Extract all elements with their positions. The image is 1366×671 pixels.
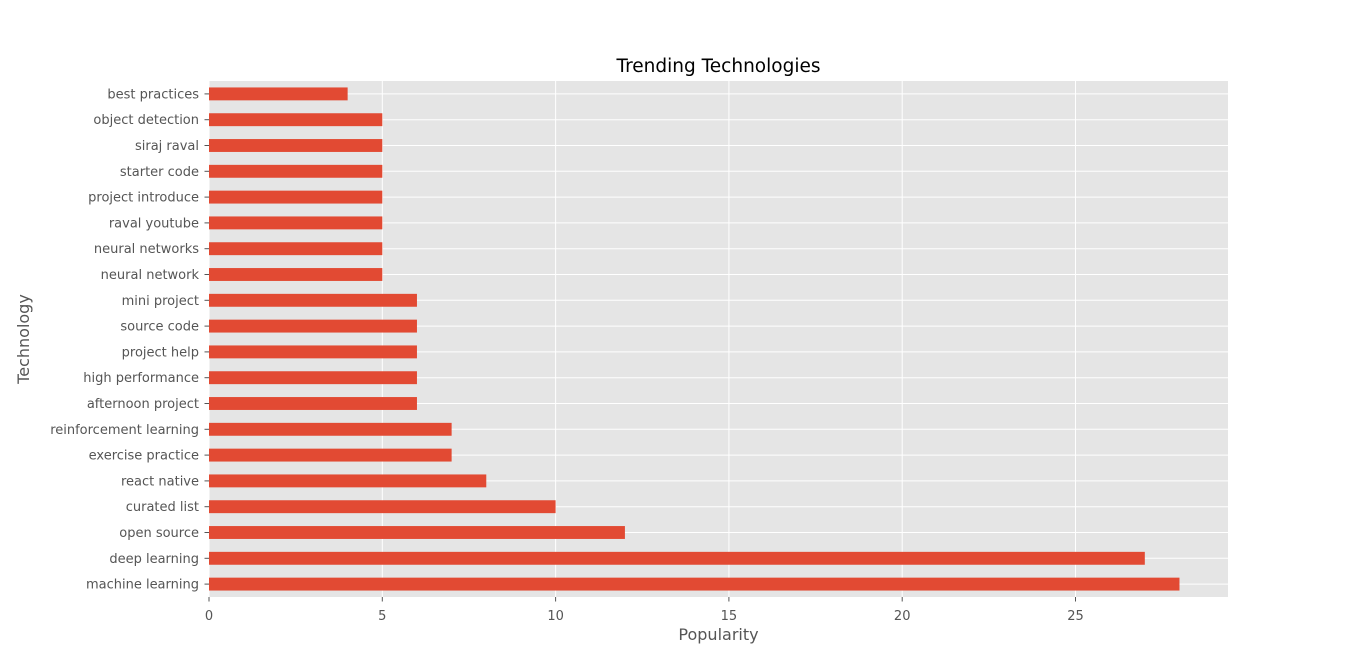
y-tick-label: machine learning: [86, 578, 199, 593]
y-tick-label: mini project: [122, 294, 199, 309]
bar: [209, 216, 383, 230]
x-tick-label: 20: [894, 609, 911, 624]
x-tick-label: 0: [205, 609, 213, 624]
y-tick-label: object detection: [93, 113, 199, 128]
y-tick-labels: machine learning deep learning open source…: [50, 87, 209, 593]
bar: [209, 139, 383, 152]
bar: [209, 190, 383, 204]
y-tick-label: project help: [122, 345, 199, 360]
x-tick-labels: 0 5 10 15 20 25: [205, 597, 1084, 624]
chart-title: Trending Technologies: [616, 56, 821, 77]
y-tick-label: afternoon project: [87, 397, 199, 412]
y-tick-label: high performance: [83, 371, 199, 386]
x-tick-label: 25: [1067, 609, 1084, 624]
y-tick-label: deep learning: [109, 552, 199, 567]
y-tick-label: exercise practice: [89, 449, 199, 464]
x-tick-label: 10: [547, 609, 564, 624]
bar: [209, 164, 383, 178]
bar: [209, 397, 417, 410]
y-tick-label: source code: [120, 320, 199, 335]
y-tick-label: open source: [119, 526, 199, 541]
y-tick-label: reinforcement learning: [50, 423, 199, 438]
x-tick-label: 15: [721, 609, 738, 624]
y-tick-label: project introduce: [88, 191, 199, 206]
bar: [209, 113, 383, 127]
y-tick-label: raval youtube: [109, 216, 199, 231]
y-tick-label: react native: [121, 474, 199, 489]
bar: [209, 319, 417, 333]
y-axis-label: Technology: [14, 294, 33, 385]
bar: [209, 474, 487, 488]
bar: [209, 500, 556, 514]
y-tick-label: siraj raval: [135, 139, 199, 154]
bar: [209, 577, 1180, 591]
bar: [209, 345, 417, 359]
y-tick-label: curated list: [126, 500, 199, 515]
bar: [209, 242, 383, 256]
y-tick-label: neural networks: [94, 242, 199, 257]
bar: [209, 448, 452, 462]
bars: [209, 87, 1180, 591]
y-tick-label: neural network: [101, 268, 200, 283]
y-tick-label: starter code: [120, 165, 199, 180]
x-tick-label: 5: [378, 609, 386, 624]
bar: [209, 371, 417, 385]
bar: [209, 526, 625, 539]
x-axis-label: Popularity: [678, 625, 758, 644]
bar: [209, 551, 1145, 565]
bar: [209, 87, 348, 101]
bar: [209, 293, 417, 307]
y-tick-label: best practices: [107, 87, 199, 102]
bar: [209, 422, 452, 436]
bar: [209, 268, 383, 281]
